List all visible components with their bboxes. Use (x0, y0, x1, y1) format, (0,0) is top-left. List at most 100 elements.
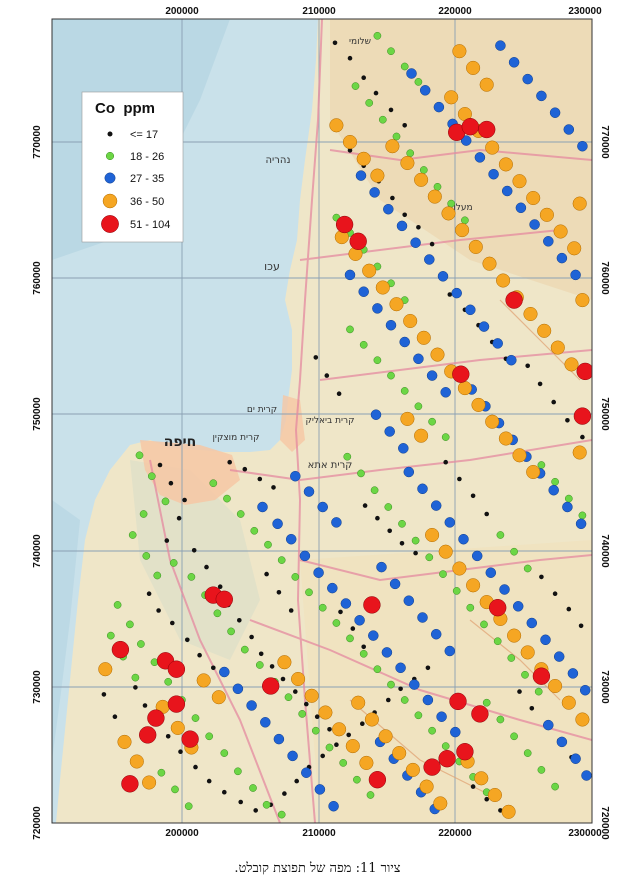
sample-point-class-5 (449, 692, 467, 711)
sample-point-class-3 (381, 647, 393, 658)
sample-point-class-2 (507, 654, 516, 662)
place-label: נהריה (266, 155, 291, 166)
sample-point-class-3 (355, 170, 367, 181)
sample-point-class-5 (167, 695, 186, 713)
sample-point-class-1 (457, 476, 462, 482)
sample-point-class-2 (359, 340, 368, 349)
sample-point-class-2 (496, 531, 505, 539)
sample-point-class-2 (305, 588, 313, 597)
sample-point-class-2 (353, 775, 361, 784)
legend-box (81, 91, 184, 243)
sample-point-class-3 (260, 717, 271, 728)
sample-point-class-3 (385, 319, 397, 331)
sample-point-class-4 (378, 729, 393, 744)
sample-point-class-2 (153, 571, 162, 580)
sample-point-class-4 (438, 544, 453, 559)
sample-point-class-2 (447, 199, 456, 208)
sample-point-class-1 (264, 571, 269, 577)
sample-point-class-1 (238, 799, 243, 805)
sample-point-class-4 (385, 139, 400, 154)
sample-point-class-3 (417, 483, 428, 495)
sample-point-class-3 (567, 668, 579, 679)
sample-point-class-5 (452, 365, 470, 383)
x-tick-label: 210000 (302, 6, 336, 17)
sample-point-class-2 (106, 631, 115, 640)
sample-point-class-1 (470, 493, 476, 499)
sample-point-class-1 (294, 778, 300, 784)
sample-point-class-4 (359, 755, 374, 770)
sample-point-class-2 (126, 620, 134, 629)
y-tick-label: 740000 (599, 534, 610, 568)
sample-point-class-4 (466, 60, 481, 75)
sample-point-class-5 (167, 660, 186, 678)
sample-point-class-4 (567, 241, 582, 256)
sample-point-class-1 (142, 703, 148, 708)
place-label: קרית מוצקין (212, 433, 259, 443)
sample-point-class-1 (165, 734, 171, 739)
sample-point-class-4 (523, 306, 538, 322)
sample-point-class-4 (548, 678, 563, 694)
sample-point-class-1 (447, 292, 453, 297)
sample-point-class-1 (176, 515, 182, 521)
legend-label: 51 - 104 (130, 219, 170, 231)
sample-point-class-2 (277, 810, 286, 819)
sample-point-class-4 (345, 739, 360, 754)
sample-point-class-2 (359, 649, 368, 658)
sample-point-class-2 (411, 536, 420, 545)
sample-point-class-2 (482, 698, 491, 707)
sample-point-class-4 (433, 796, 448, 811)
sample-point-class-3 (522, 73, 533, 85)
legend-swatch-class-3 (104, 172, 116, 184)
sample-point-class-4 (291, 671, 306, 687)
sample-point-class-1 (551, 399, 556, 405)
sample-point-class-3 (540, 634, 551, 646)
sample-point-class-1 (197, 652, 202, 658)
sample-point-class-2 (534, 687, 543, 696)
legend-title: Co ppm (95, 100, 155, 117)
sample-point-class-3 (419, 85, 431, 96)
place-label: עכו (264, 260, 280, 273)
sample-point-class-4 (304, 688, 319, 703)
sample-point-class-3 (529, 219, 540, 230)
sample-point-class-2 (249, 784, 257, 792)
legend-swatch-class-1 (107, 131, 113, 137)
sample-point-class-2 (441, 742, 450, 750)
sample-point-class-3 (437, 271, 449, 282)
sample-point-class-3 (317, 501, 328, 513)
sample-point-class-5 (139, 726, 157, 744)
sample-point-class-5 (121, 775, 139, 793)
sample-point-class-3 (492, 338, 503, 349)
sample-point-class-3 (331, 517, 342, 528)
sample-point-class-3 (556, 736, 568, 748)
sample-point-class-4 (474, 771, 489, 786)
sample-point-class-1 (470, 784, 476, 789)
sample-point-class-4 (485, 414, 500, 429)
sample-point-class-1 (191, 548, 197, 553)
sample-point-class-2 (343, 452, 352, 461)
haifa-urban-area (140, 440, 240, 505)
sample-point-class-3 (488, 168, 499, 180)
sample-point-class-2 (439, 570, 447, 578)
sample-point-class-2 (209, 479, 218, 488)
sample-point-class-3 (301, 767, 312, 778)
sample-point-class-1 (498, 808, 503, 813)
sample-point-class-3 (562, 501, 573, 513)
sample-point-class-1 (565, 418, 570, 423)
sample-point-class-4 (537, 323, 552, 338)
y-axis-right: 720000 730000 740000 750000 760000 77000… (599, 125, 610, 840)
sample-point-class-3 (398, 443, 409, 454)
sample-point-class-2 (223, 494, 231, 503)
sample-point-class-2 (466, 603, 475, 612)
sample-point-class-5 (438, 750, 456, 768)
sample-point-class-1 (525, 363, 530, 369)
sample-point-class-4 (211, 690, 226, 705)
sample-point-class-2 (284, 693, 293, 702)
sample-point-class-2 (332, 619, 341, 627)
sample-point-class-2 (366, 791, 375, 799)
sample-point-class-3 (376, 561, 387, 573)
place-label: שלומי (349, 37, 371, 47)
sample-point-class-1 (338, 609, 343, 615)
sample-point-class-2 (157, 768, 166, 777)
sample-point-class-5 (532, 667, 551, 685)
sample-point-class-2 (234, 767, 242, 776)
